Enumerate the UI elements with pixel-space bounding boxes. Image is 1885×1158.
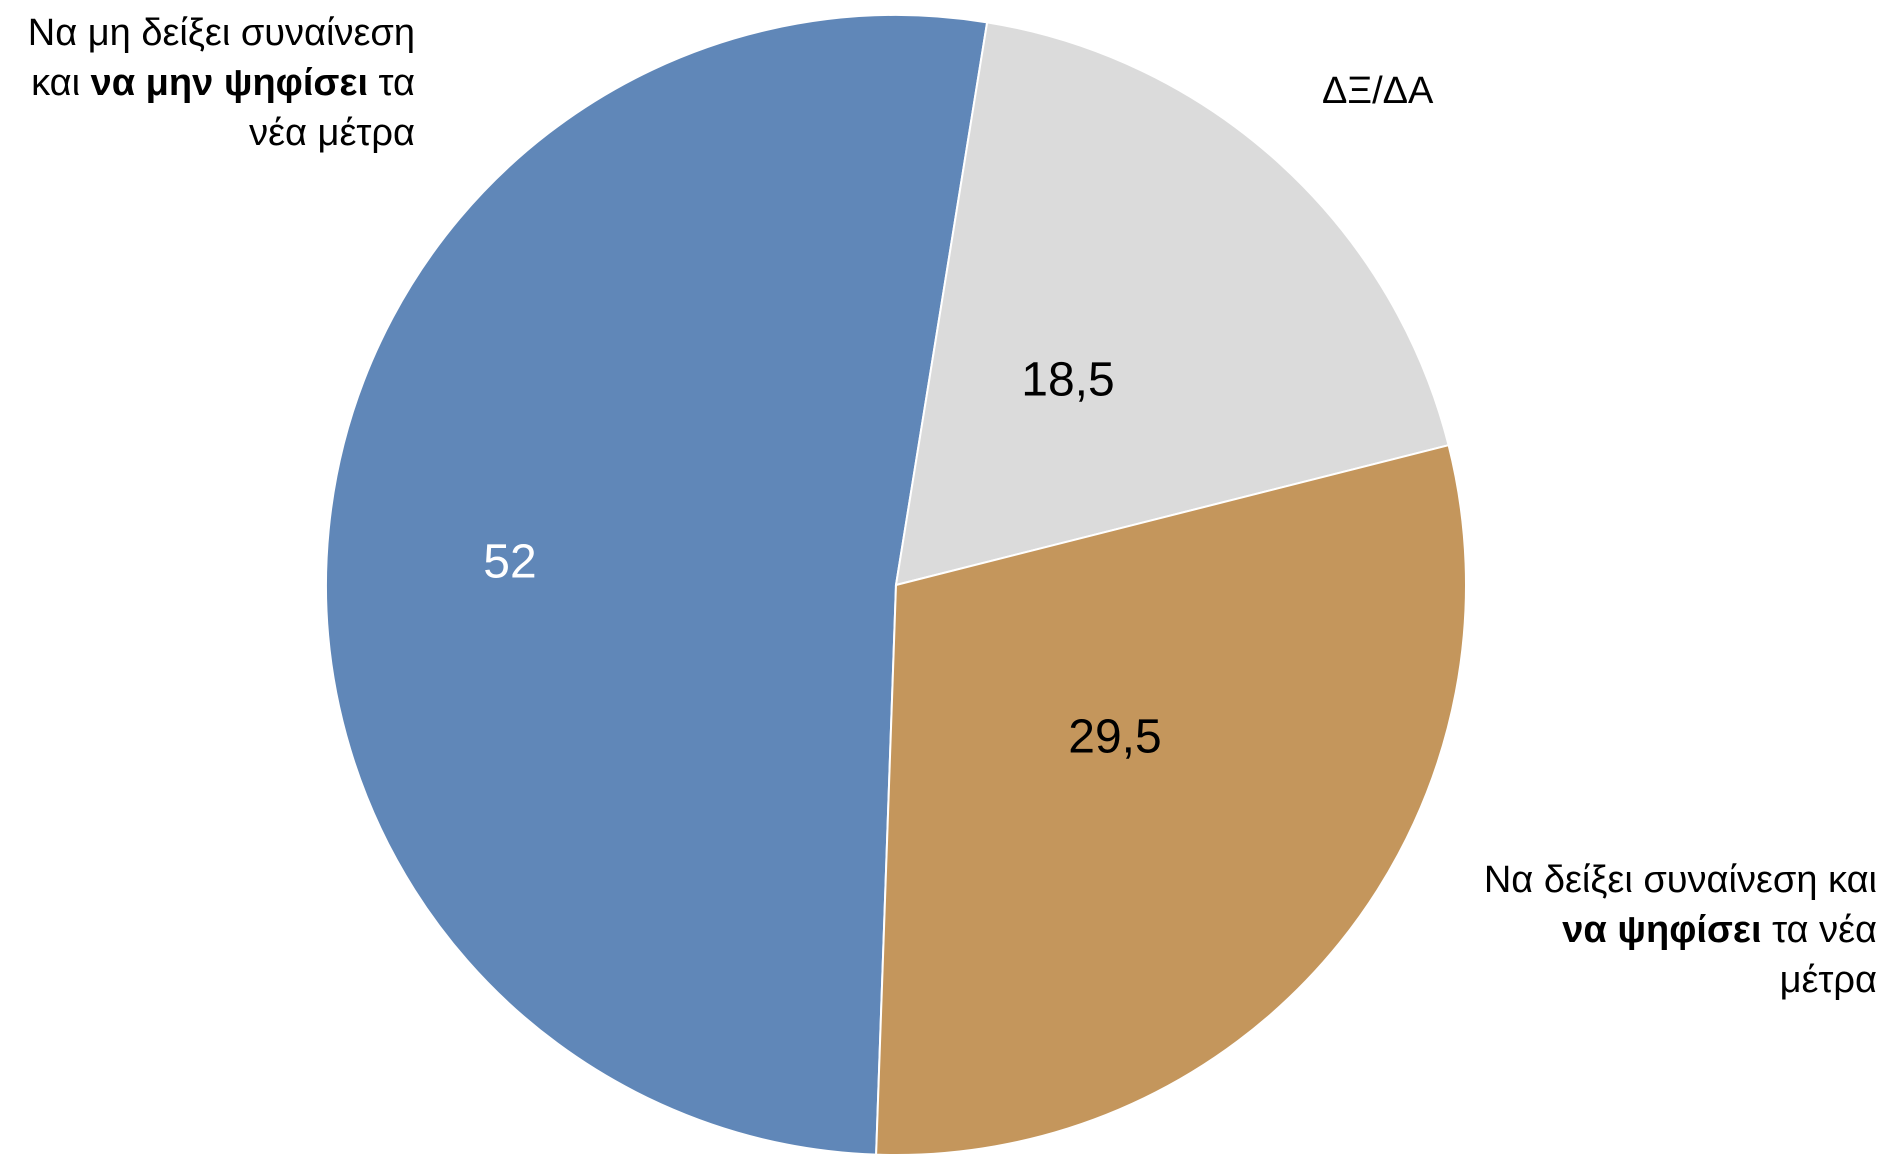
label-part: ΔΞ/ΔΑ [1322, 70, 1434, 112]
pie-slice-dk [894, 21, 1450, 587]
value-label-dk: 18,5 [1021, 354, 1114, 407]
pie-slices [324, 14, 1467, 1156]
value-label-yes: 29,5 [1068, 711, 1161, 764]
slice-label-dont-know: ΔΞ/ΔΑ [1322, 66, 1433, 116]
label-part: να ψηφίσει [1562, 909, 1762, 951]
label-part: να μην ψηφίσει [90, 62, 368, 104]
label-part: Να μη δείξει συναίνεση και [27, 12, 415, 104]
label-part: τα νέα μέτρα [1761, 909, 1877, 1001]
slice-label-yes-vote: Να δείξει συναίνεση και να ψηφίσει τα νέ… [1457, 855, 1877, 1005]
label-part: τα νέα μέτρα [249, 62, 415, 154]
slice-label-no-vote: Να μη δείξει συναίνεση και να μην ψηφίσε… [0, 8, 415, 158]
pie-slice-yes [875, 443, 1467, 1156]
label-part: Να δείξει συναίνεση και [1483, 859, 1877, 901]
pie-value-labels: 52 18,5 29,5 [483, 354, 1161, 764]
value-label-no: 52 [483, 536, 536, 589]
pie-slice-no [324, 14, 989, 1156]
